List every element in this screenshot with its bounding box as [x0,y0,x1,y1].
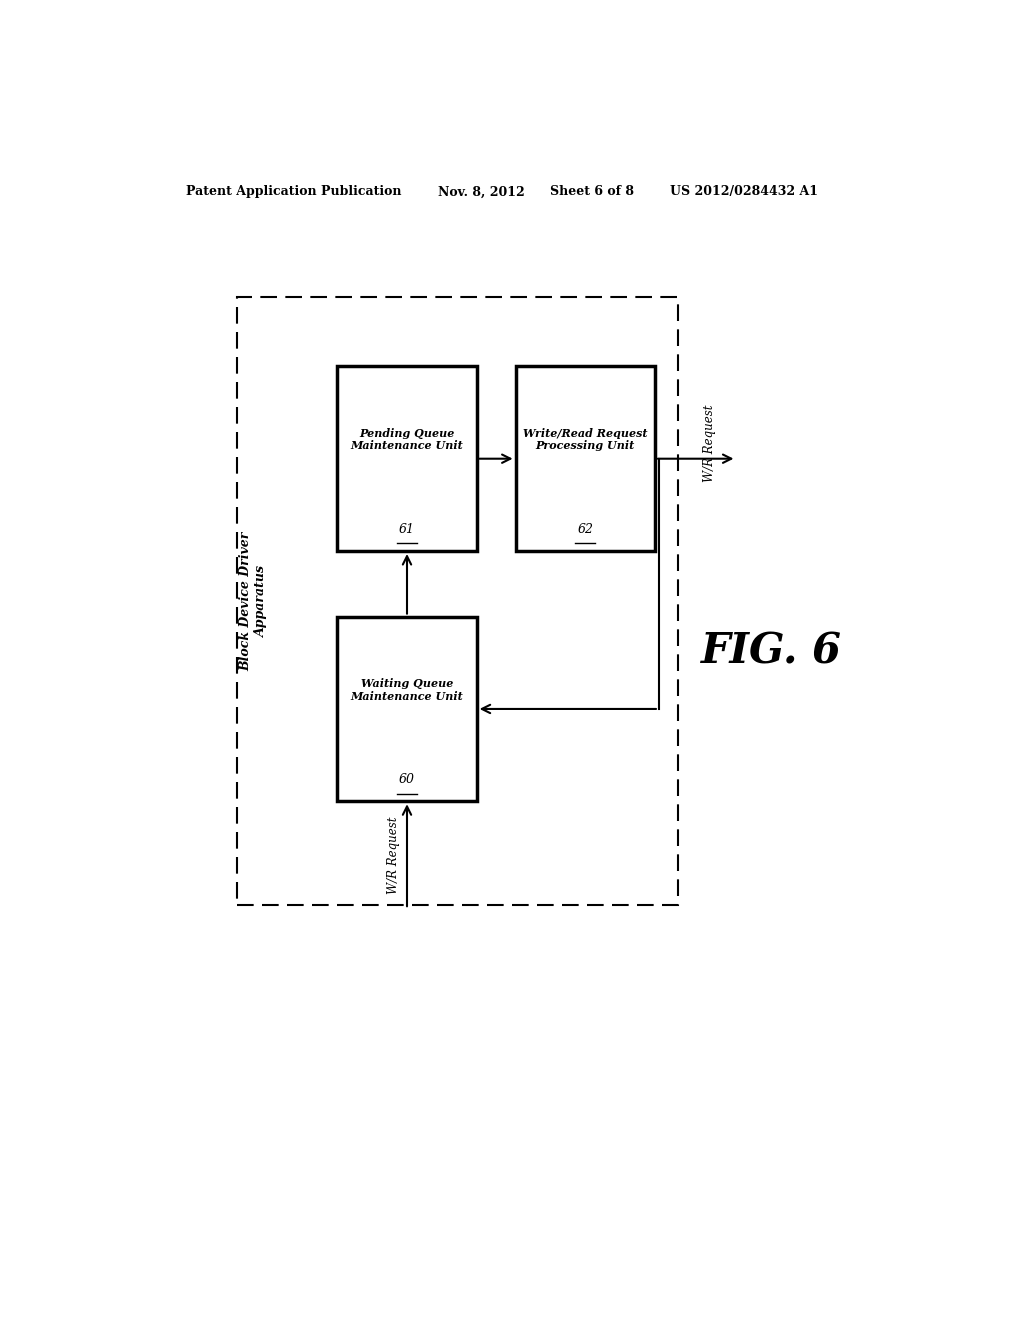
Text: Pending Queue
Maintenance Unit: Pending Queue Maintenance Unit [350,428,464,451]
Text: Patent Application Publication: Patent Application Publication [186,185,401,198]
Bar [337,616,477,801]
Text: Sheet 6 of 8: Sheet 6 of 8 [550,185,635,198]
Text: 60: 60 [399,774,415,787]
Text: W/R Request: W/R Request [702,404,716,482]
Bar [237,297,678,906]
Text: 61: 61 [399,523,415,536]
Bar [515,367,655,552]
Text: W/R Request: W/R Request [386,817,399,894]
Bar [337,367,477,552]
Text: Waiting Queue
Maintenance Unit: Waiting Queue Maintenance Unit [350,677,464,702]
Text: Block Device Driver
Apparatus: Block Device Driver Apparatus [240,532,267,671]
Text: US 2012/0284432 A1: US 2012/0284432 A1 [671,185,818,198]
Text: FIG. 6: FIG. 6 [700,630,842,672]
Text: Nov. 8, 2012: Nov. 8, 2012 [438,185,524,198]
Text: Write/Read Request
Processing Unit: Write/Read Request Processing Unit [523,428,647,451]
Text: 62: 62 [578,523,593,536]
